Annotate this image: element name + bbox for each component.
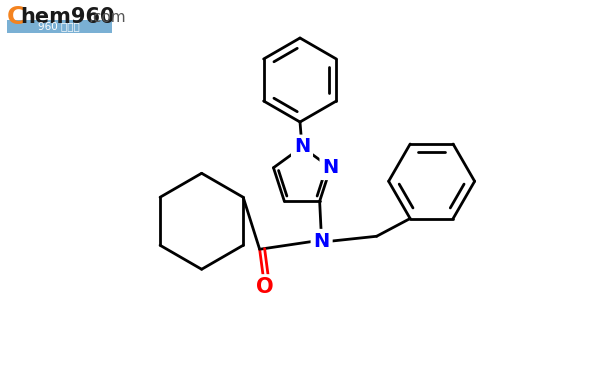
Bar <box>7 20 112 33</box>
Text: N: N <box>322 158 339 177</box>
Text: .com: .com <box>88 9 126 24</box>
Text: N: N <box>294 138 310 156</box>
Text: O: O <box>256 277 273 297</box>
Text: hem960: hem960 <box>20 7 114 27</box>
Text: C: C <box>7 5 25 29</box>
Text: 960 化工网: 960 化工网 <box>38 21 80 32</box>
Text: N: N <box>313 232 330 251</box>
